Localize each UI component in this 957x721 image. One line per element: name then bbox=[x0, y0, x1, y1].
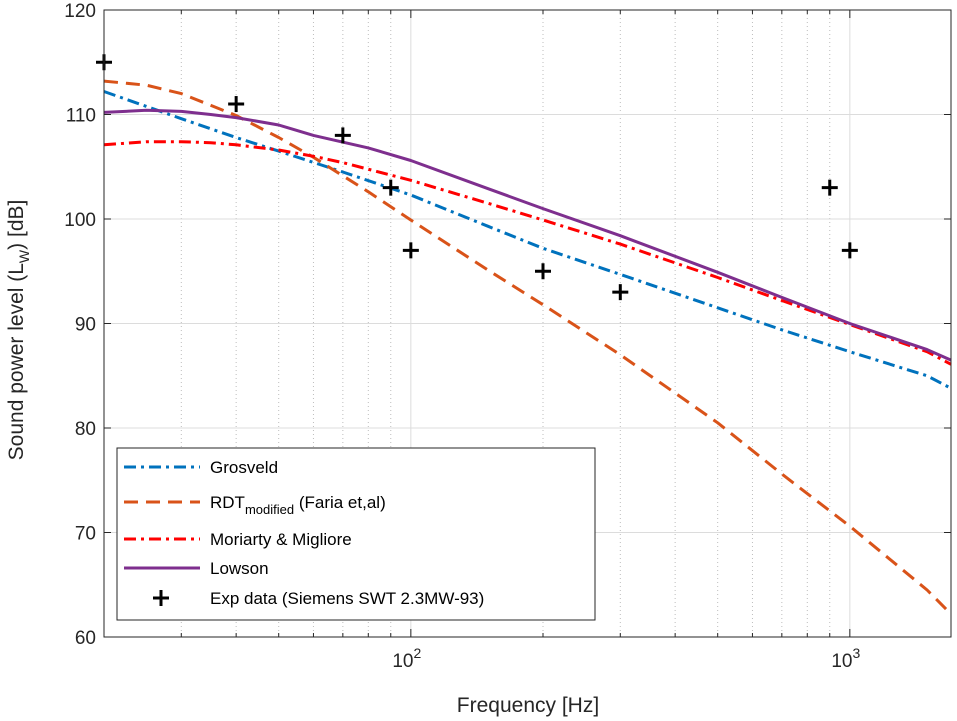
y-axis-label-tail: ) [dB] bbox=[5, 200, 28, 250]
y-tick-label: 100 bbox=[64, 210, 96, 231]
x-tick-exponent: 3 bbox=[853, 645, 861, 661]
exp-data-point bbox=[334, 127, 351, 144]
series-layer bbox=[96, 54, 953, 616]
series-line-lowson bbox=[103, 108, 952, 362]
legend-label-rdt: RDTmodified (Faria et,al) bbox=[210, 493, 386, 517]
legend-label-grosveld: Grosveld bbox=[210, 458, 278, 477]
legend-label-rdt-main: RDT bbox=[210, 493, 245, 512]
y-tick-label: 120 bbox=[64, 1, 96, 22]
y-tick-label: 110 bbox=[66, 106, 96, 127]
x-tick-base: 10 bbox=[831, 651, 852, 672]
y-axis-label-sub: W bbox=[16, 249, 32, 263]
y-tick-label: 60 bbox=[75, 628, 96, 649]
x-tick-exponent: 2 bbox=[414, 645, 422, 661]
legend-label-rdt-tail: (Faria et,al) bbox=[294, 493, 386, 512]
x-tick-base: 10 bbox=[392, 651, 413, 672]
y-tick-label: 80 bbox=[75, 419, 96, 440]
y-axis-label: Sound power level (LW) [dB] bbox=[5, 200, 32, 461]
y-tick-label: 70 bbox=[75, 524, 96, 545]
x-tick-label: 102 bbox=[392, 645, 421, 672]
exp-data-point bbox=[228, 96, 245, 113]
legend-label-moriarty: Moriarty & Migliore bbox=[210, 530, 352, 549]
legend-label-rdt-sub: modified bbox=[245, 502, 294, 517]
exp-data-point bbox=[382, 179, 399, 196]
exp-data-point bbox=[534, 263, 551, 280]
legend-marker-exp bbox=[153, 590, 169, 606]
exp-data-point bbox=[821, 179, 838, 196]
exp-data-point bbox=[841, 242, 858, 259]
legend: Grosveld RDTmodified (Faria et,al) Moria… bbox=[116, 447, 596, 621]
series-line-grosveld bbox=[103, 90, 952, 390]
series-line-rdt-modified-faria-et-al bbox=[103, 79, 953, 616]
x-axis-label: Frequency [Hz] bbox=[457, 694, 599, 717]
series-line-moriarty-migliore bbox=[103, 140, 952, 366]
exp-data-point bbox=[402, 242, 419, 259]
x-tick-label: 103 bbox=[831, 645, 860, 672]
y-tick-label: 90 bbox=[75, 315, 96, 336]
exp-data-point bbox=[612, 284, 629, 301]
legend-label-exp: Exp data (Siemens SWT 2.3MW-93) bbox=[210, 589, 484, 608]
legend-box bbox=[116, 447, 596, 621]
legend-label-lowson: Lowson bbox=[210, 559, 269, 578]
y-axis-label-main: Sound power level (L bbox=[5, 263, 28, 460]
